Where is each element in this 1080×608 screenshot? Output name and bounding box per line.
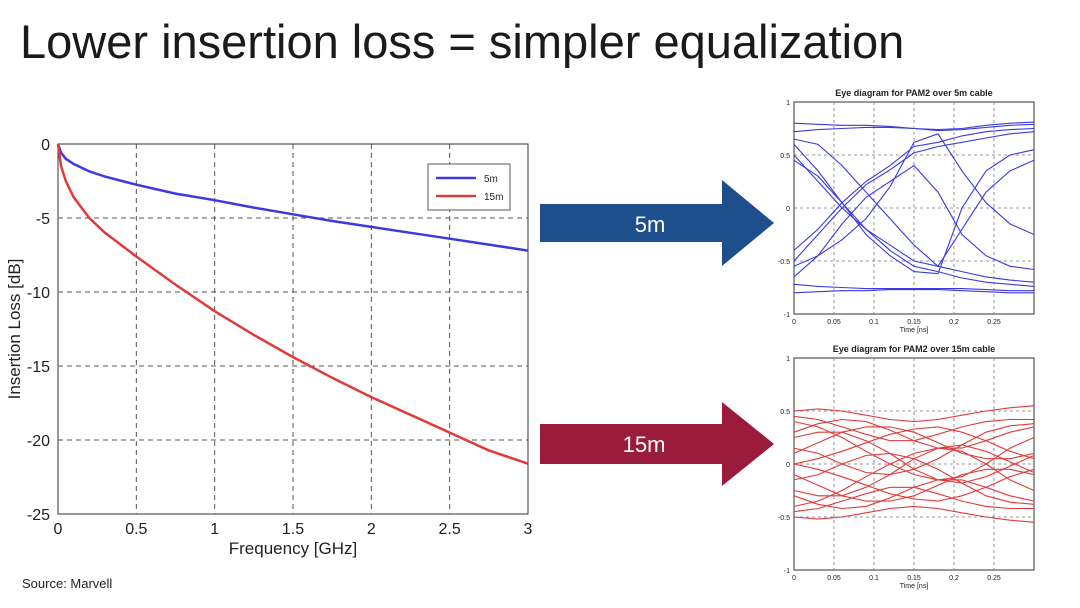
arrow-5m-label: 5m: [635, 212, 666, 237]
eye-y-tick-label: 0: [786, 462, 790, 469]
eye-x-tick-label: 0.15: [907, 319, 921, 326]
x-tick-label: 1.5: [282, 521, 304, 538]
eye-x-tick-label: 0.2: [949, 575, 959, 582]
eye-y-tick-label: 0.5: [780, 153, 790, 160]
eye-x-axis-label: Time [ns]: [900, 583, 929, 590]
arrow-5m: 5m: [540, 180, 774, 266]
eye-title: Eye diagram for PAM2 over 15m cable: [833, 344, 995, 354]
eye-trace: [793, 131, 1035, 262]
x-axis-label: Frequency [GHz]: [229, 539, 358, 558]
eye-y-tick-label: -0.5: [778, 515, 790, 522]
legend-box: [427, 163, 511, 211]
insertion-loss-chart: 0 0.5 1 1.5 2 2.5 3 0 -5 -10 -15 -20 -25 Frequency [G…: [5, 137, 533, 558]
eye-trace: [793, 123, 1035, 133]
eye-y-tick-label: -1: [784, 568, 790, 575]
arrow-15m-shape: [540, 402, 774, 486]
eye-trace: [793, 463, 1035, 502]
eye-trace: [793, 405, 1035, 423]
eye-x-tick-label: 0.25: [987, 319, 1001, 326]
eye-trace: [793, 415, 1034, 442]
eye-y-tick-label: -0.5: [778, 259, 790, 266]
eye-trace: [793, 423, 1035, 476]
eye-title: Eye diagram for PAM2 over 5m cable: [835, 88, 992, 98]
eye-diagram-15m-chart: Eye diagram for PAM2 over 15m cable 0 0.05…: [778, 344, 1035, 590]
eye-trace: [793, 164, 1035, 278]
series-line-15m: [56, 143, 529, 465]
eye-x-tick-label: 0.15: [907, 575, 921, 582]
x-tick-label: 0: [54, 521, 63, 538]
y-tick-label: -25: [27, 507, 50, 524]
y-tick-label: -5: [36, 211, 50, 228]
eye-y-tick-label: 1: [786, 100, 790, 107]
eye-trace: [793, 144, 1035, 287]
eye-x-tick-label: 0.05: [827, 319, 841, 326]
eye-trace: [793, 452, 1035, 505]
arrow-15m: 15m: [540, 402, 774, 486]
x-tick-label: 2: [367, 521, 376, 538]
eye-y-tick-label: 0: [786, 206, 790, 213]
eye-x-tick-label: 0.1: [869, 319, 879, 326]
eye-trace: [793, 447, 1035, 507]
series-line-5m: [56, 143, 529, 252]
eye-trace: [793, 127, 1035, 251]
y-tick-label: -20: [27, 433, 50, 450]
x-tick-label: 3: [524, 521, 533, 538]
eye-trace: [793, 289, 1034, 294]
y-tick-label: -10: [27, 285, 50, 302]
eye-x-tick-label: 0.2: [949, 319, 959, 326]
legend-label: 15m: [484, 192, 503, 203]
eye-trace: [793, 138, 1035, 268]
y-tick-label: 0: [41, 137, 50, 154]
source-note: Source: Marvell: [22, 576, 113, 591]
eye-y-tick-label: 1: [786, 356, 790, 363]
eye-x-axis-label: Time [ns]: [900, 327, 929, 334]
slide-title: Lower insertion loss = simpler equalizat…: [20, 15, 905, 68]
eye-x-tick-label: 0.1: [869, 575, 879, 582]
arrow-15m-label: 15m: [623, 432, 666, 457]
eye-trace: [793, 149, 1035, 275]
y-axis-label: Insertion Loss [dB]: [5, 259, 24, 400]
x-tick-label: 1: [210, 521, 219, 538]
eye-x-tick-label: 0.05: [827, 575, 841, 582]
eye-trace: [793, 154, 1035, 283]
x-tick-label: 0.5: [125, 521, 147, 538]
eye-trace: [793, 133, 1035, 267]
x-tick-label: 2.5: [439, 521, 461, 538]
eye-trace: [793, 426, 1035, 465]
eye-trace: [793, 505, 1035, 523]
eye-trace: [793, 486, 1034, 513]
eye-diagram-5m-chart: Eye diagram for PAM2 over 5m cable 0 0.05 0…: [778, 88, 1035, 334]
legend-label: 5m: [484, 174, 498, 185]
eye-trace: [793, 421, 1035, 481]
eye-x-tick-label: 0.25: [987, 575, 1001, 582]
eye-trace: [793, 283, 1034, 292]
eye-y-tick-label: -1: [784, 312, 790, 319]
eye-y-tick-label: 0.5: [780, 409, 790, 416]
eye-x-tick-label: 0: [792, 575, 796, 582]
eye-x-tick-label: 0: [792, 319, 796, 326]
arrow-5m-shape: [540, 180, 774, 266]
y-tick-label: -15: [27, 359, 50, 376]
